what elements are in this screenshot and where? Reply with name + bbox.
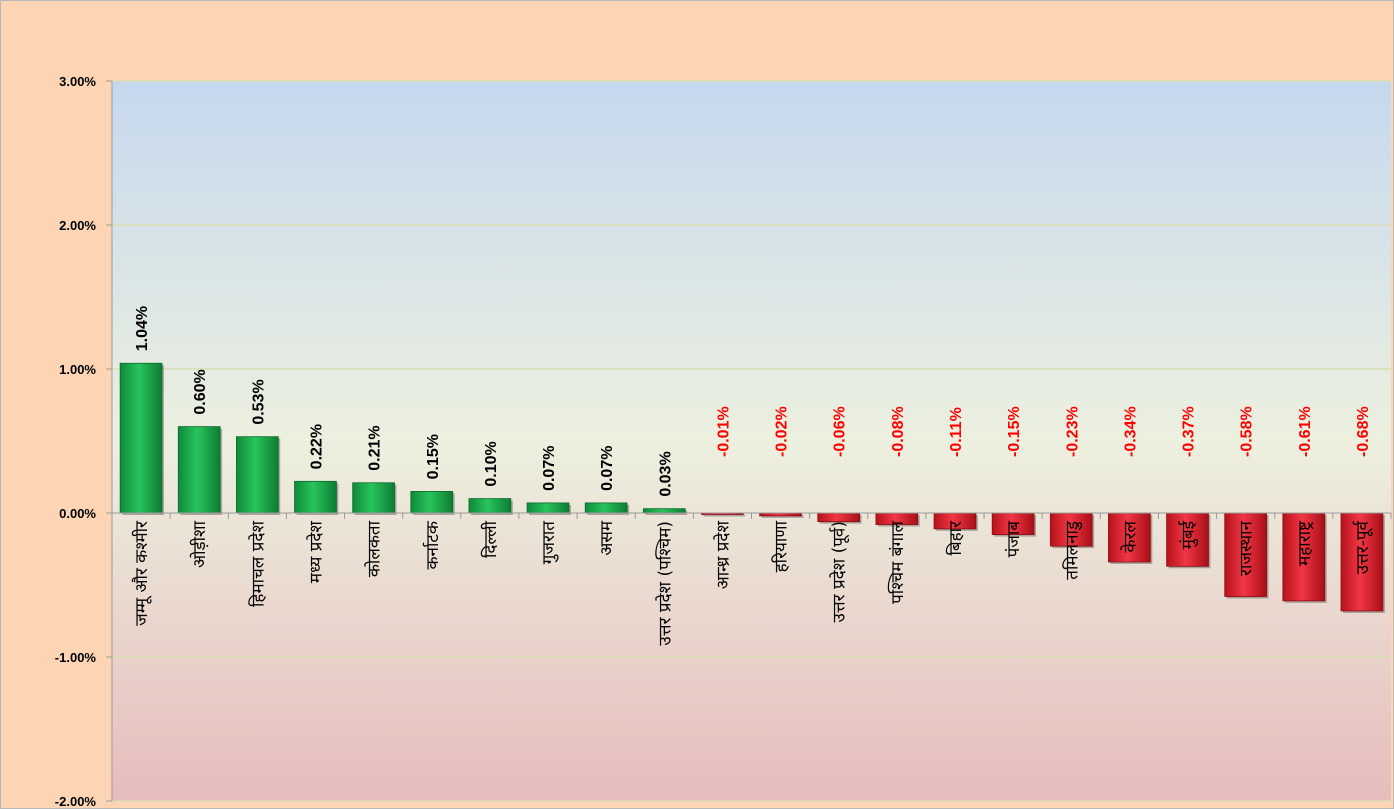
plot-area (112, 81, 1391, 801)
data-label: 0.22% (308, 424, 325, 469)
data-label: -0.61% (1297, 406, 1314, 457)
data-label: -0.01% (715, 406, 732, 457)
data-label: 0.53% (250, 379, 267, 424)
x-tick-label: हिमाचल प्रदेश (247, 521, 268, 607)
bar (585, 503, 627, 513)
x-tick-label: कोलकता (364, 520, 385, 577)
x-tick-label: उत्तर प्रदेश (पूर्व) (829, 521, 850, 622)
bar (643, 509, 685, 513)
x-tick-label: हरियाणा (771, 520, 792, 572)
data-label: -0.02% (774, 406, 791, 457)
data-label: -0.11% (948, 407, 965, 457)
data-label: -0.06% (832, 406, 849, 457)
x-tick-label: गुजरात (539, 521, 559, 565)
x-tick-label: पश्चिम बंगाल (887, 521, 908, 604)
bar (236, 437, 278, 513)
data-label: 0.15% (425, 434, 442, 479)
data-label: -0.15% (1006, 406, 1023, 457)
data-label: 0.10% (483, 441, 500, 486)
x-tick-label: महाराष्ट्र (1295, 520, 1315, 566)
y-tick-label: -2.00% (55, 794, 97, 808)
data-label: -0.08% (890, 406, 907, 457)
data-label: -0.68% (1355, 406, 1372, 457)
y-tick-label: 0.00% (59, 506, 96, 521)
y-tick-label: -1.00% (55, 650, 97, 665)
x-tick-label: पंजाब (1004, 521, 1024, 558)
y-axis-tick-labels: 3.00% 2.00% 1.00% 0.00% -1.00% -2.00% (55, 74, 97, 808)
data-label: -0.37% (1181, 406, 1198, 457)
y-tick-label: 3.00% (59, 74, 96, 89)
data-label: 0.03% (657, 451, 674, 496)
data-label: 0.60% (192, 369, 209, 414)
data-label: 0.07% (599, 446, 616, 491)
bar (178, 427, 220, 513)
x-tick-label: आन्ध्र प्रदेश (712, 521, 733, 590)
bar (469, 499, 511, 513)
bar (353, 483, 395, 513)
x-tick-label: बिहार (945, 520, 966, 556)
x-tick-label: दिल्ली (480, 520, 501, 558)
data-label: 0.07% (541, 446, 558, 491)
bar-shadow (704, 515, 746, 517)
bar (120, 363, 162, 513)
bar (818, 513, 860, 522)
bar (527, 503, 569, 513)
x-tick-label: कर्नाटक (422, 520, 443, 569)
x-tick-label: जम्मू और कश्मीर (131, 520, 152, 626)
x-tick-label: ओड़ीशा (189, 520, 210, 567)
y-tick-label: 2.00% (59, 218, 96, 233)
x-tick-label: केरल (1119, 521, 1140, 553)
x-tick-label: असम (597, 520, 617, 555)
bar (295, 481, 337, 513)
x-tick-label: मध्य प्रदेश (305, 521, 326, 584)
y-tick-label: 1.00% (59, 362, 96, 377)
bar (411, 491, 453, 513)
x-tick-label: मुंबई (1178, 520, 1199, 549)
data-label: -0.34% (1122, 406, 1139, 457)
data-label: 0.21% (367, 425, 384, 470)
data-label: -0.23% (1064, 406, 1081, 457)
x-tick-label: तमिलनाडु (1061, 520, 1082, 580)
x-tick-label: उत्तर-पूर्व (1352, 520, 1373, 574)
x-tick-label: राजस्थान (1237, 520, 1257, 576)
x-tick-label: उत्तर प्रदेश (पश्चिम) (654, 521, 675, 646)
data-label: 1.04% (134, 306, 151, 351)
data-label: -0.58% (1239, 406, 1256, 457)
